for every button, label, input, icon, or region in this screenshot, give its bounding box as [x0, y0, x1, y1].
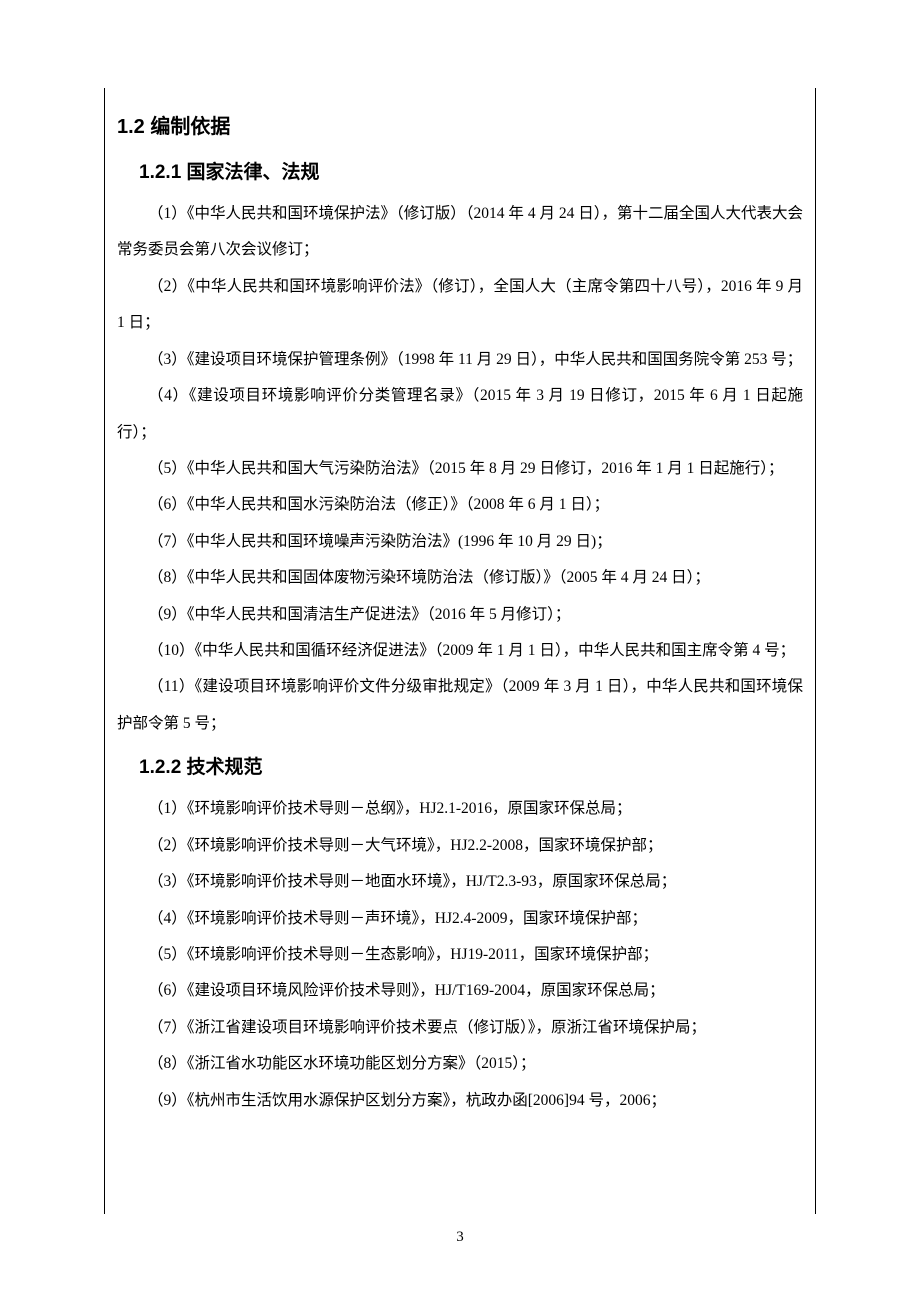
tech-item-7: （7）《浙江省建设项目环境影响评价技术要点（修订版）》，原浙江省环境保护局；: [117, 1010, 803, 1046]
heading-1-2: 1.2 编制依据: [117, 110, 803, 139]
tech-item-9: （9）《杭州市生活饮用水源保护区划分方案》，杭政办函[2006]94 号，200…: [117, 1083, 803, 1119]
law-item-6: （6）《中华人民共和国水污染防治法（修正）》（2008 年 6 月 1 日）；: [117, 487, 803, 523]
page-number: 3: [0, 1229, 920, 1246]
law-item-9: （9）《中华人民共和国清洁生产促进法》（2016 年 5 月修订）；: [117, 597, 803, 633]
heading-1-2-2: 1.2.2 技术规范: [117, 752, 803, 779]
tech-item-1: （1）《环境影响评价技术导则－总纲》，HJ2.1-2016，原国家环保总局；: [117, 791, 803, 827]
tech-item-6: （6）《建设项目环境风险评价技术导则》，HJ/T169-2004，原国家环保总局…: [117, 973, 803, 1009]
page-border: 1.2 编制依据 1.2.1 国家法律、法规 （1）《中华人民共和国环境保护法》…: [104, 88, 816, 1214]
tech-item-3: （3）《环境影响评价技术导则－地面水环境》，HJ/T2.3-93，原国家环保总局…: [117, 864, 803, 900]
law-item-5: （5）《中华人民共和国大气污染防治法》（2015 年 8 月 29 日修订，20…: [117, 451, 803, 487]
law-item-11: （11）《建设项目环境影响评价文件分级审批规定》（2009 年 3 月 1 日）…: [117, 669, 803, 742]
law-item-2: （2）《中华人民共和国环境影响评价法》（修订），全国人大（主席令第四十八号），2…: [117, 269, 803, 342]
law-item-3: （3）《建设项目环境保护管理条例》（1998 年 11 月 29 日），中华人民…: [117, 342, 803, 378]
law-item-10: （10）《中华人民共和国循环经济促进法》（2009 年 1 月 1 日），中华人…: [117, 633, 803, 669]
law-item-4: （4）《建设项目环境影响评价分类管理名录》（2015 年 3 月 19 日修订，…: [117, 378, 803, 451]
tech-item-4: （4）《环境影响评价技术导则－声环境》，HJ2.4-2009，国家环境保护部；: [117, 901, 803, 937]
tech-item-8: （8）《浙江省水功能区水环境功能区划分方案》（2015）；: [117, 1046, 803, 1082]
law-item-1: （1）《中华人民共和国环境保护法》（修订版）（2014 年 4 月 24 日），…: [117, 196, 803, 269]
law-item-8: （8）《中华人民共和国固体废物污染环境防治法（修订版）》（2005 年 4 月 …: [117, 560, 803, 596]
heading-1-2-1: 1.2.1 国家法律、法规: [117, 157, 803, 184]
tech-item-5: （5）《环境影响评价技术导则－生态影响》，HJ19-2011，国家环境保护部；: [117, 937, 803, 973]
law-item-7: （7）《中华人民共和国环境噪声污染防治法》(1996 年 10 月 29 日)；: [117, 524, 803, 560]
tech-item-2: （2）《环境影响评价技术导则－大气环境》，HJ2.2-2008，国家环境保护部；: [117, 828, 803, 864]
